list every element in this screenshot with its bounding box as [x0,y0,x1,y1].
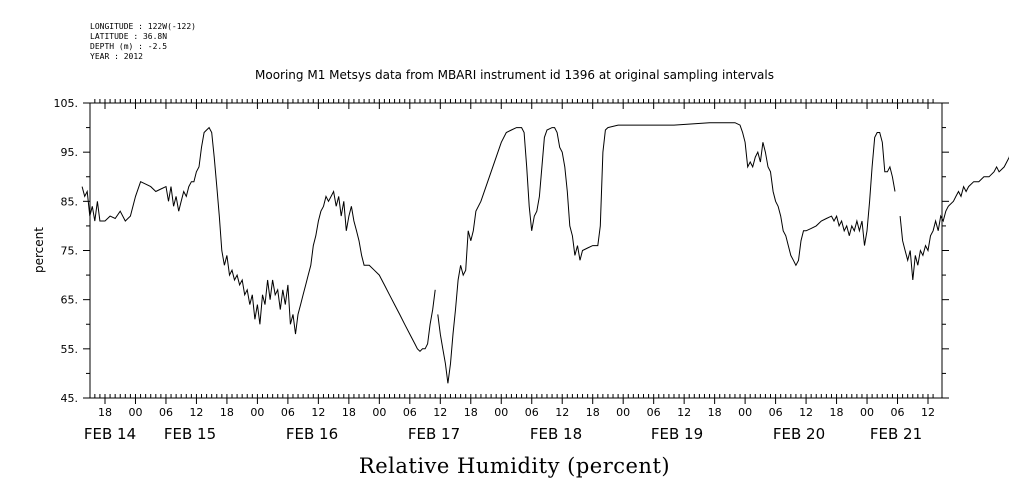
x-date-label: FEB 17 [408,425,460,443]
x-axis-label: Relative Humidity (percent) [358,454,671,478]
x-hour-tick-label: 12 [677,406,691,419]
chart-title: Mooring M1 Metsys data from MBARI instru… [255,68,774,82]
x-hour-tick-label: 06 [647,406,661,419]
plot-frame [89,102,943,399]
y-tick-label: 65. [61,294,79,307]
x-hour-tick-label: 18 [586,406,600,419]
x-hour-tick-label: 12 [555,406,569,419]
x-date-label: FEB 20 [773,425,825,443]
x-hour-tick-label: 06 [769,406,783,419]
y-tick-label: 105. [54,97,79,110]
x-hour-tick-label: 12 [799,406,813,419]
depth-label: DEPTH (m) : -2.5 [90,42,168,51]
x-date-label: FEB 21 [870,425,922,443]
humidity-series-line [899,155,1009,281]
x-hour-tick-label: 06 [281,406,295,419]
x-hour-tick-label: 12 [189,406,203,419]
x-date-label: FEB 19 [651,425,703,443]
humidity-series-line [437,122,896,384]
x-hour-tick-label: 18 [220,406,234,419]
x-hour-tick-label: 06 [525,406,539,419]
y-tick-label: 95. [61,146,79,159]
x-hour-tick-label: 00 [860,406,874,419]
longitude-label: LONGITUDE : 122W(-122) [90,22,196,31]
x-date-label: FEB 14 [84,425,136,443]
x-hour-tick-label: 00 [372,406,386,419]
x-date-label: FEB 16 [286,425,338,443]
x-hour-tick-label: 12 [921,406,935,419]
x-hour-tick-label: 18 [708,406,722,419]
x-hour-tick-label: 00 [494,406,508,419]
y-axis-label: percent [32,227,46,273]
y-tick-label: 85. [61,195,79,208]
x-hour-tick-label: 18 [464,406,478,419]
x-hour-tick-label: 00 [738,406,752,419]
x-hour-tick-label: 00 [250,406,264,419]
x-hour-tick-label: 18 [830,406,844,419]
y-tick-label: 55. [61,343,79,356]
humidity-series-line [81,126,436,353]
x-hour-tick-label: 18 [342,406,356,419]
metadata-block: LONGITUDE : 122W(-122) LATITUDE : 36.8N … [90,22,196,62]
x-hour-tick-label: 06 [891,406,905,419]
data-series-group [81,122,1009,384]
x-date-label: FEB 18 [530,425,582,443]
x-hour-tick-label: 00 [128,406,142,419]
x-date-label: FEB 15 [164,425,216,443]
x-hour-tick-label: 00 [616,406,630,419]
x-hour-tick-label: 18 [98,406,112,419]
x-hour-tick-label: 06 [159,406,173,419]
latitude-label: LATITUDE : 36.8N [90,32,168,41]
y-tick-label: 75. [61,245,79,258]
x-hour-tick-label: 12 [433,406,447,419]
y-tick-label: 45. [61,392,79,405]
axes-group: 45. 55. 65. 75. 85. 95. 105. 18 00 06 12 18 00 06 12 18… [54,97,949,443]
x-hour-tick-label: 12 [311,406,325,419]
year-label: YEAR : 2012 [90,52,143,61]
x-hour-tick-label: 06 [403,406,417,419]
